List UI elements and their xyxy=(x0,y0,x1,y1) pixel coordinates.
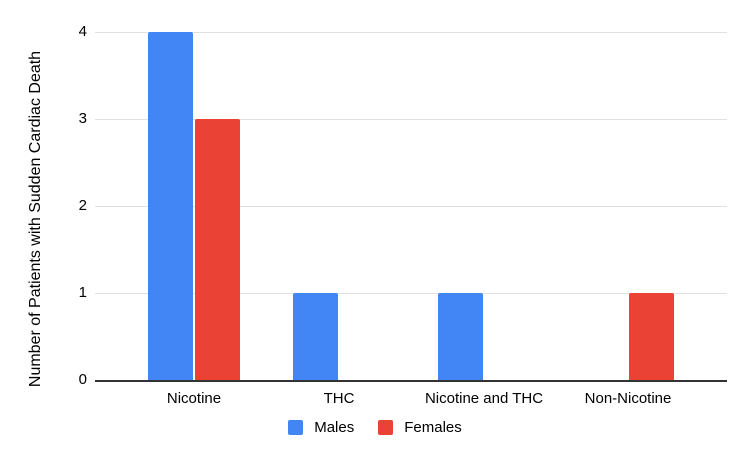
bar-males-thc xyxy=(293,293,338,380)
y-tick-label: 4 xyxy=(78,23,87,40)
legend-item-males: Males xyxy=(288,419,354,436)
bar-males-nicotine xyxy=(148,32,193,380)
x-category-label: THC xyxy=(323,390,355,407)
gridline xyxy=(95,206,727,207)
y-tick-label: 2 xyxy=(78,197,87,214)
y-tick-label: 0 xyxy=(78,371,87,388)
y-axis-title: Number of Patients with Sudden Cardiac D… xyxy=(27,50,44,388)
plot-area xyxy=(95,32,727,382)
legend-label-females: Females xyxy=(404,419,462,436)
gridline xyxy=(95,293,727,294)
legend: Males Females xyxy=(0,419,750,436)
y-tick-label: 3 xyxy=(78,110,87,127)
gridline xyxy=(95,119,727,120)
bar-females-non-nicotine xyxy=(629,293,674,380)
legend-swatch-males xyxy=(288,420,304,435)
gridline xyxy=(95,32,727,33)
x-category-label: Nicotine and THC xyxy=(424,390,544,407)
legend-item-females: Females xyxy=(378,419,462,436)
x-category-label: Nicotine xyxy=(166,390,222,407)
bar-females-nicotine xyxy=(195,119,240,380)
legend-swatch-females xyxy=(378,420,394,435)
legend-label-males: Males xyxy=(314,419,355,436)
x-category-label: Non-Nicotine xyxy=(584,390,672,407)
bar-males-nicotine-and-thc xyxy=(438,293,483,380)
y-tick-label: 1 xyxy=(78,284,87,301)
